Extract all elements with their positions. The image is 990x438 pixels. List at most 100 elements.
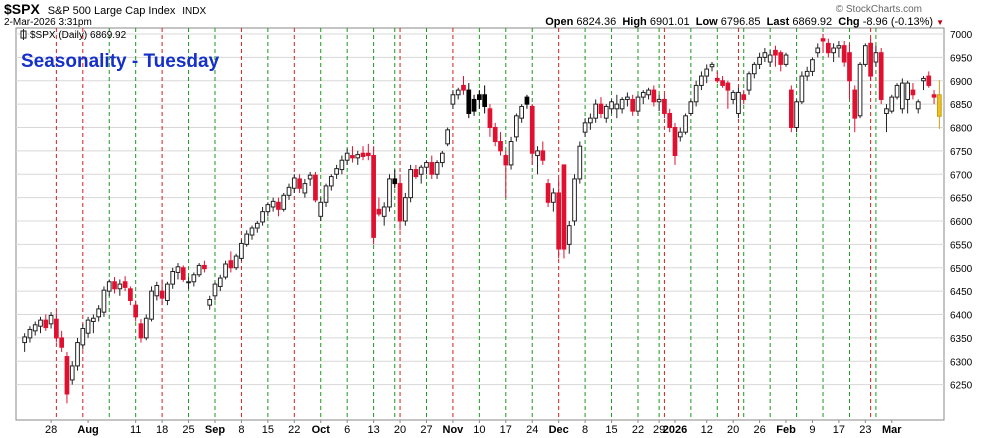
candle-body (254, 222, 260, 229)
candle-body (286, 186, 292, 196)
candle (556, 178, 562, 259)
candle-body (714, 77, 720, 82)
candle-body (249, 227, 255, 236)
candle-body (223, 263, 228, 278)
candle-body (598, 103, 604, 114)
candle (815, 43, 821, 58)
x-tick-label: Aug (77, 424, 98, 436)
candle-body (85, 319, 91, 334)
candle (868, 38, 873, 81)
candle-body (836, 45, 842, 49)
y-tick-label: 6900 (950, 77, 973, 88)
candle (651, 85, 657, 107)
candle-body (915, 101, 921, 110)
candle (825, 38, 831, 58)
x-tick-label: 10 (473, 424, 485, 436)
candle (32, 321, 38, 336)
candle (672, 122, 678, 165)
symbol-title: $SPX S&P 500 Large Cap Index INDX (4, 1, 206, 17)
candle (921, 76, 926, 91)
candle-body (545, 183, 551, 203)
x-tick-label: 22 (632, 424, 644, 436)
candle (376, 197, 382, 217)
candle (249, 225, 255, 240)
candle (910, 83, 916, 100)
candle (408, 164, 413, 203)
y-tick-label: 6350 (950, 334, 973, 345)
candle (360, 146, 366, 161)
candle (371, 146, 376, 245)
candle (836, 41, 842, 58)
x-tick-label: 18 (156, 424, 168, 436)
candle-body (48, 314, 54, 325)
candle (350, 146, 355, 163)
candle-body (450, 94, 456, 105)
plot-frame (15, 27, 945, 421)
candle (503, 150, 509, 198)
candle-body (270, 200, 276, 208)
candle-body (799, 75, 805, 103)
candle (477, 90, 482, 109)
candle (466, 83, 472, 119)
chg-label: Chg (838, 16, 860, 28)
candle-body (693, 84, 699, 103)
candle-body (159, 290, 165, 299)
candle (577, 141, 583, 184)
candle (133, 300, 139, 322)
candle-body (387, 178, 392, 208)
candle-body (709, 63, 715, 68)
open-value: 6824.36 (576, 16, 617, 28)
candle (514, 113, 519, 142)
candle (143, 314, 149, 341)
candle (307, 171, 313, 186)
candle-body (873, 52, 879, 63)
candle-body (788, 89, 794, 128)
x-tick-label: 27 (420, 424, 432, 436)
candle (291, 174, 297, 193)
candle-body (778, 52, 784, 65)
candle (117, 279, 123, 296)
x-tick-label: 9 (809, 424, 815, 436)
candle (112, 277, 117, 294)
candle-body (656, 98, 662, 103)
candle (381, 202, 387, 226)
candle-body (593, 103, 599, 119)
candle-body (217, 277, 223, 287)
candle-body (38, 319, 43, 327)
candle-body (313, 174, 318, 201)
candle (746, 71, 752, 95)
candle-body (291, 177, 297, 189)
candle (529, 104, 535, 165)
candle (667, 108, 673, 133)
candle (709, 62, 715, 72)
candle-body (482, 94, 487, 107)
candle-body (75, 342, 80, 367)
candle-body (318, 201, 324, 217)
candle-body (96, 308, 102, 318)
candle (593, 99, 599, 123)
candle (609, 99, 614, 114)
candle-body (355, 154, 361, 159)
x-tick-label: Nov (443, 424, 465, 436)
candle (841, 41, 847, 67)
candle (196, 263, 202, 278)
candle (688, 99, 694, 116)
candle-body (302, 183, 308, 194)
candle (625, 92, 630, 107)
candle-body (667, 112, 673, 128)
candle (498, 132, 503, 156)
candle-body (328, 176, 334, 187)
candle (27, 326, 33, 343)
candle-body (381, 206, 387, 217)
candle (540, 141, 546, 165)
candle (736, 87, 741, 119)
x-tick-label: Feb (776, 424, 796, 436)
candle-body (106, 281, 112, 292)
candle (545, 178, 551, 207)
candle (937, 80, 942, 129)
candle (656, 94, 662, 112)
candle-body (344, 152, 350, 161)
candle (551, 188, 556, 212)
y-tick-label: 6300 (950, 357, 973, 368)
